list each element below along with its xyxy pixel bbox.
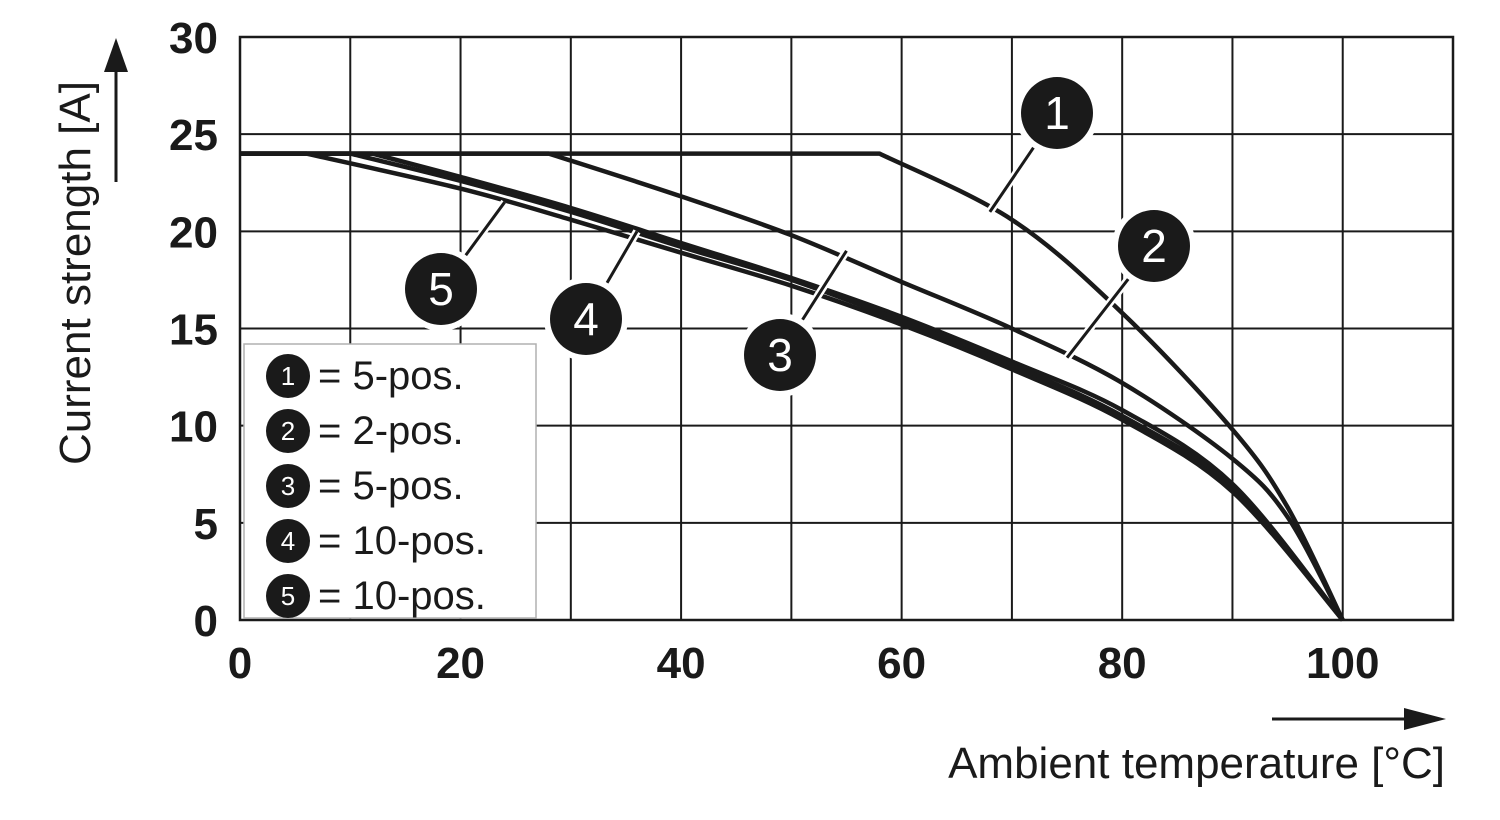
y-tick-label: 10	[169, 403, 218, 452]
legend-marker-number: 5	[281, 581, 295, 611]
x-tick-label: 100	[1306, 639, 1379, 688]
series-line-2	[240, 151, 1345, 622]
callout-2: 2	[1063, 204, 1196, 361]
callout-number: 5	[428, 263, 454, 315]
x-axis-arrow-head	[1404, 708, 1446, 730]
legend-label: = 5-pos.	[318, 354, 464, 398]
callout-5: 5	[399, 199, 508, 331]
y-axis-title-group: Current strength [A]	[51, 38, 128, 465]
chart-series	[240, 151, 1345, 622]
legend-marker	[266, 519, 310, 563]
legend-entry: 2 = 2-pos.	[266, 409, 464, 453]
y-tick-label: 0	[194, 597, 218, 646]
series-line-4	[240, 151, 1345, 622]
legend-label: = 5-pos.	[318, 464, 464, 508]
callout-4: 4	[544, 229, 641, 361]
x-tick-label: 20	[436, 639, 485, 688]
chart-legend: 1 = 5-pos. 2 = 2-pos. 3 = 5-pos. 4 = 10-pos. 5 = …	[243, 343, 537, 619]
callout-badge	[550, 283, 622, 355]
x-axis-title-group: Ambient temperature [°C]	[948, 708, 1446, 788]
legend-entry: 4 = 10-pos.	[266, 519, 486, 563]
callout-badge	[405, 253, 477, 325]
legend-entry: 1 = 5-pos.	[266, 354, 464, 398]
y-tick-label: 15	[169, 306, 218, 355]
legend-marker-number: 1	[281, 361, 295, 391]
x-tick-label: 0	[228, 639, 252, 688]
callout-badge	[1021, 77, 1093, 149]
y-axis-title: Current strength [A]	[51, 81, 100, 465]
legend-marker	[266, 409, 310, 453]
legend-label: = 10-pos.	[318, 574, 486, 618]
legend-marker-number: 2	[281, 416, 295, 446]
legend-entry: 3 = 5-pos.	[266, 464, 464, 508]
y-tick-label: 5	[194, 500, 218, 549]
legend-marker	[266, 354, 310, 398]
legend-label: = 10-pos.	[318, 519, 486, 563]
x-tick-label: 60	[877, 639, 926, 688]
callout-number: 4	[573, 293, 599, 345]
y-tick-label: 25	[169, 111, 218, 160]
series-line-5	[240, 151, 1345, 622]
chart-callouts: 1 2 3 4 5	[399, 71, 1196, 397]
callout-number: 2	[1141, 220, 1167, 272]
legend-marker	[266, 464, 310, 508]
series-line-3	[240, 151, 1345, 622]
legend-marker-number: 4	[281, 526, 295, 556]
legend-marker-number: 3	[281, 471, 295, 501]
callout-badge	[744, 319, 816, 391]
y-axis-arrow-head	[104, 38, 128, 72]
x-tick-label: 80	[1098, 639, 1147, 688]
callout-number: 1	[1044, 87, 1070, 139]
callout-badge	[1118, 210, 1190, 282]
x-tick-label: 40	[657, 639, 706, 688]
callout-number: 3	[767, 329, 793, 381]
callout-1: 1	[986, 71, 1099, 215]
legend-label: = 2-pos.	[318, 409, 464, 453]
y-tick-label: 30	[169, 14, 218, 63]
series-line-1	[240, 151, 1345, 621]
x-axis-title: Ambient temperature [°C]	[948, 739, 1445, 788]
callout-3: 3	[738, 248, 850, 397]
legend-entry: 5 = 10-pos.	[266, 574, 486, 618]
legend-marker	[266, 574, 310, 618]
y-tick-label: 20	[169, 208, 218, 257]
